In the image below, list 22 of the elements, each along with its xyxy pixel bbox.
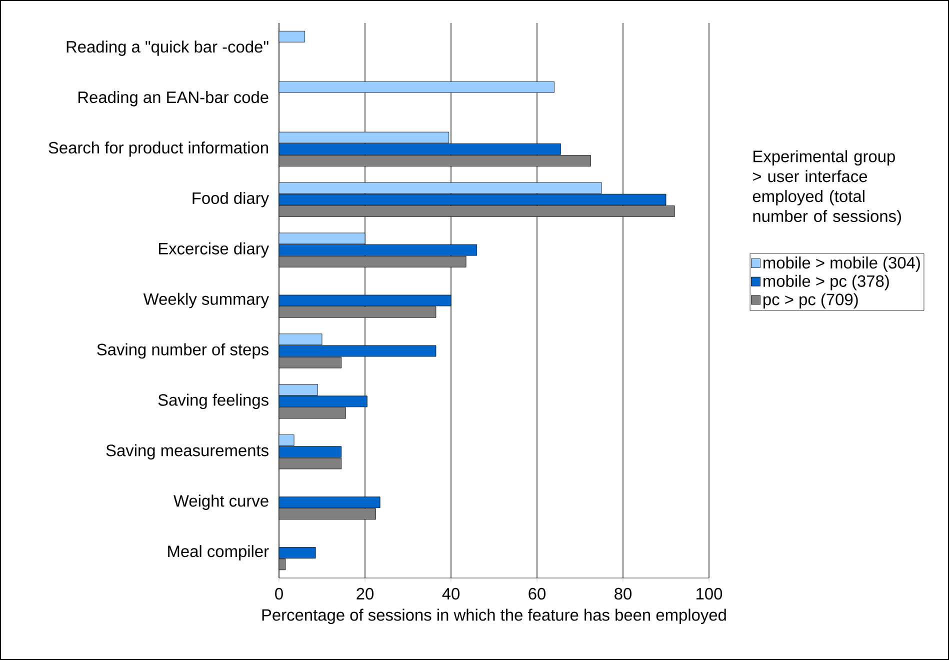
legend-label: mobile > pc (378) [764,274,889,290]
x-axis-title: Percentage of sessions in which the feature has been employed [262,608,726,624]
y-tick-label: Meal compiler [168,545,269,560]
x-tick-label: 60 [528,588,546,600]
x-tick-label: 100 [696,588,722,600]
y-tick-label: Saving feelings [158,394,268,410]
y-tick-label: Food diary [192,192,270,208]
y-tick-label: Saving number of steps [97,343,268,359]
y-tick-label: Saving measurements [106,444,268,460]
y-tick-label: Weekly summary [143,292,270,308]
y-tick-label: Reading an EAN-bar code [78,91,268,106]
y-tick-label: Excercise diary [158,242,270,258]
x-tick-label: 40 [442,588,460,600]
legend-title: Experimental group > user interface employed (total number of sessions) [752,150,901,226]
y-tick-label: Reading a "quick bar -code" [66,40,268,56]
y-tick-label: Weight curve [174,494,268,510]
x-tick-label: 80 [614,588,632,600]
x-tick-label: 20 [356,588,374,600]
legend-label: pc > pc (709) [764,293,858,309]
y-tick-label: Search for product information [48,141,268,157]
x-tick-label: 0 [275,588,283,600]
legend-label: mobile > mobile (304) [764,256,920,272]
